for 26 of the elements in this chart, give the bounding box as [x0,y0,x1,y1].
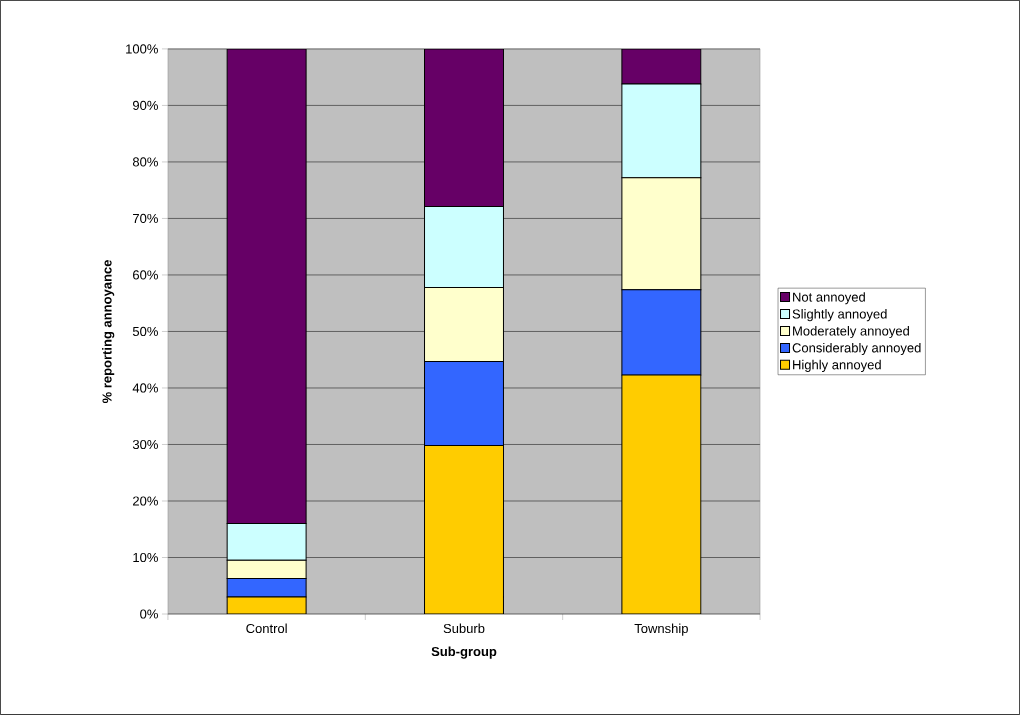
y-tick-label: 70% [133,213,158,224]
y-tick-label: 40% [132,383,158,393]
bar [621,48,702,85]
bar [226,48,307,525]
x-tick-label: Suburb [443,623,485,634]
y-tick-label: 80% [132,157,158,167]
y-tick-label: 30% [132,439,158,450]
y-tick-label: 50% [132,326,158,337]
legend-label: Not annoyed [793,292,865,305]
y-tick-label: 20% [133,496,158,506]
bar [424,445,504,615]
y-tick-label: 90% [132,100,158,111]
bar [621,374,702,615]
y-axis-title: % reporting annoyance [102,260,115,404]
y-tick-label: 10% [133,552,158,563]
y-tick-label: 100% [126,44,158,54]
bar [424,48,504,208]
legend-label: Highly annoyed [793,359,881,372]
y-tick-label: 60% [133,270,158,280]
x-tick-label: Control [246,623,287,634]
legend-label: Slightly annoyed [792,309,887,322]
legend-label: Considerably annoyed [792,342,921,356]
y-tick-label: 0% [140,609,158,619]
legend-label: Moderately annoyed [793,326,909,339]
x-axis-title: Sub-group [431,646,497,659]
x-tick-label: Township [634,623,688,636]
